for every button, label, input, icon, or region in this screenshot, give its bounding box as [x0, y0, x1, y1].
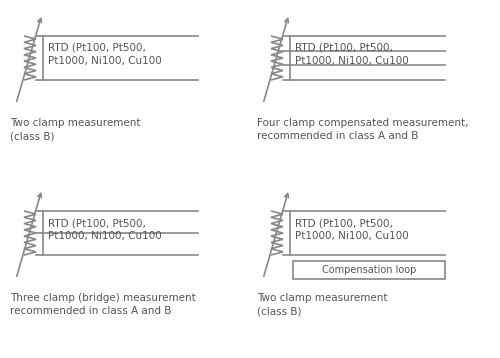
Text: Two clamp measurement
(class B): Two clamp measurement (class B) — [10, 118, 140, 141]
Text: RTD (Pt100, Pt500,
Pt1000, Ni100, Cu100: RTD (Pt100, Pt500, Pt1000, Ni100, Cu100 — [48, 43, 162, 66]
Text: RTD (Pt100, Pt500,
Pt1000, Ni100, Cu100: RTD (Pt100, Pt500, Pt1000, Ni100, Cu100 — [48, 218, 162, 241]
Text: Compensation loop: Compensation loop — [322, 265, 416, 275]
Text: Three clamp (bridge) measurement
recommended in class A and B: Three clamp (bridge) measurement recomme… — [10, 293, 196, 316]
Text: Two clamp measurement
(class B): Two clamp measurement (class B) — [257, 293, 388, 316]
Text: RTD (Pt100, Pt500,
Pt1000, Ni100, Cu100: RTD (Pt100, Pt500, Pt1000, Ni100, Cu100 — [295, 43, 409, 66]
Text: Four clamp compensated measurement,
recommended in class A and B: Four clamp compensated measurement, reco… — [257, 118, 468, 141]
Text: RTD (Pt100, Pt500,
Pt1000, Ni100, Cu100: RTD (Pt100, Pt500, Pt1000, Ni100, Cu100 — [295, 218, 409, 241]
Bar — [293, 261, 445, 279]
